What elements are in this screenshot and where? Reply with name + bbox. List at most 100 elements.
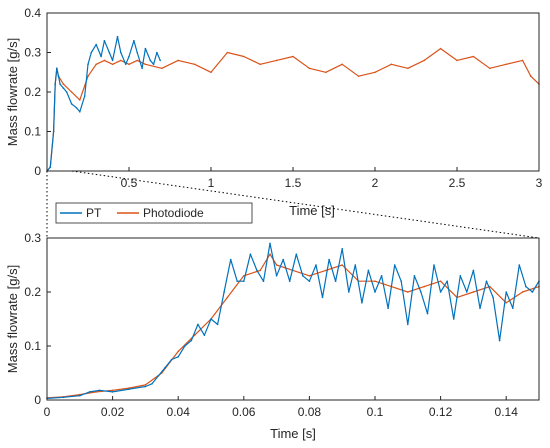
zoom-y-tick-label: 0.3	[24, 231, 41, 245]
zoom-point-pt	[420, 291, 422, 293]
zoom-point-pt	[128, 388, 130, 391]
zoom-point-photodiode	[472, 291, 475, 293]
overview-point-photodiode	[325, 71, 327, 74]
zoom-point-pt	[223, 291, 225, 293]
zoom-x-tick-label: 0.08	[298, 405, 322, 419]
zoom-point-pt	[472, 269, 475, 272]
overview-point-photodiode	[439, 47, 442, 50]
overview-point-photodiode	[161, 67, 163, 70]
zoom-point-pt	[446, 280, 449, 283]
overview-point-photodiode	[292, 55, 294, 58]
zoom-point-pt	[393, 264, 396, 266]
zoom-point-pt	[184, 345, 186, 347]
overview-point-pt	[59, 83, 61, 85]
overview-point-pt	[159, 59, 161, 62]
overview-point-pt	[95, 43, 97, 46]
zoom-series-pt	[46, 242, 540, 399]
zoom-point-pt	[203, 334, 206, 337]
zoom-point-photodiode	[423, 285, 426, 288]
overview-point-photodiode	[308, 67, 311, 70]
overview-point-pt	[62, 87, 65, 89]
overview-point-pt	[79, 111, 81, 113]
zoom-point-pt	[308, 280, 311, 283]
zoom-point-photodiode	[407, 291, 409, 293]
zoom-point-pt	[88, 391, 91, 393]
overview-x-tick-label: 3	[536, 176, 543, 190]
overview-point-pt	[144, 47, 147, 50]
overview-y-tick-label: 0.1	[24, 125, 41, 139]
overview-point-pt	[56, 67, 58, 70]
overview-point-pt	[87, 63, 89, 66]
overview-point-photodiode	[259, 63, 262, 66]
overview-point-photodiode	[390, 63, 393, 66]
overview-point-photodiode	[70, 91, 73, 93]
overview-point-photodiode	[341, 63, 344, 66]
zoom-y-axis-label: Mass flowrate [g/s]	[5, 265, 20, 373]
overview-point-pt	[65, 91, 68, 93]
overview-x-tick-label: 2.5	[449, 176, 466, 190]
overview-point-photodiode	[79, 99, 81, 101]
zoom-point-photodiode	[325, 269, 327, 272]
zoom-point-photodiode	[439, 280, 442, 283]
overview-point-photodiode	[456, 59, 458, 62]
legend-box	[55, 202, 253, 224]
zoom-point-pt	[400, 280, 403, 283]
zoom-point-pt	[479, 307, 481, 310]
overview-plot-area	[46, 35, 540, 172]
overview-point-photodiode	[226, 51, 229, 54]
overview-point-photodiode	[210, 71, 212, 74]
zoom-point-pt	[275, 275, 278, 277]
zoom-point-pt	[367, 269, 370, 272]
zoom-point-photodiode	[128, 387, 130, 389]
zoom-point-pt	[164, 366, 166, 369]
zoom-point-pt	[157, 374, 160, 377]
zoom-point-pt	[413, 275, 416, 277]
overview-point-pt	[103, 39, 106, 42]
overview-point-pt	[100, 55, 102, 58]
overview-point-pt	[136, 51, 138, 54]
overview-y-tick-label: 0.3	[24, 46, 41, 60]
zoom-y-tick-label: 0.1	[24, 339, 41, 353]
zoom-point-photodiode	[505, 302, 508, 304]
legend: PT Photodiode	[55, 202, 253, 224]
zoom-point-photodiode	[374, 280, 376, 283]
zoom-point-pt	[262, 280, 265, 283]
zoom-x-tick-label: 0.1	[367, 405, 384, 419]
overview-point-pt	[90, 51, 93, 54]
zoom-point-pt	[170, 358, 173, 361]
zoom-point-pt	[380, 275, 383, 277]
zoom-point-photodiode	[259, 269, 262, 272]
overview-point-pt	[128, 55, 130, 58]
zoom-series-photodiode	[46, 253, 540, 399]
zoom-point-pt	[525, 285, 527, 288]
zoom-point-pt	[328, 258, 330, 261]
zoom-point-pt	[197, 323, 199, 326]
zoom-point-pt	[466, 291, 468, 293]
zoom-point-pt	[210, 318, 212, 320]
overview-point-pt	[83, 95, 86, 97]
zoom-point-photodiode	[269, 253, 271, 255]
overview-point-photodiode	[243, 55, 245, 58]
zoom-point-pt	[512, 307, 514, 310]
overview-x-tick-label: 1	[208, 176, 215, 190]
zoom-point-pt	[426, 312, 429, 315]
overview-point-photodiode	[120, 59, 122, 62]
zoom-point-pt	[492, 296, 494, 299]
overview-series-photodiode	[46, 47, 540, 172]
overview-y-tick-label: 0	[34, 164, 41, 178]
zoom-point-photodiode	[308, 275, 311, 277]
overview-x-axis-label: Time [s]	[289, 203, 335, 218]
overview-point-pt	[120, 51, 122, 54]
overview-tick-labels: 0.5 1 1.5 2 2.5 3 0 0.1 0.2 0.3 0.4	[24, 6, 542, 190]
zoom-point-photodiode	[243, 275, 245, 277]
zoom-point-pt	[243, 280, 245, 283]
zoom-point-photodiode	[111, 389, 114, 392]
zoom-y-tick-label: 0.2	[24, 285, 41, 299]
zoom-point-pt	[229, 258, 232, 261]
overview-point-photodiode	[193, 63, 196, 66]
overview-point-pt	[149, 59, 152, 62]
zoom-x-tick-label: 0.12	[429, 405, 453, 419]
overview-point-photodiode	[275, 59, 278, 62]
zoom-point-pt	[295, 253, 298, 255]
zoom-point-photodiode	[275, 264, 278, 266]
